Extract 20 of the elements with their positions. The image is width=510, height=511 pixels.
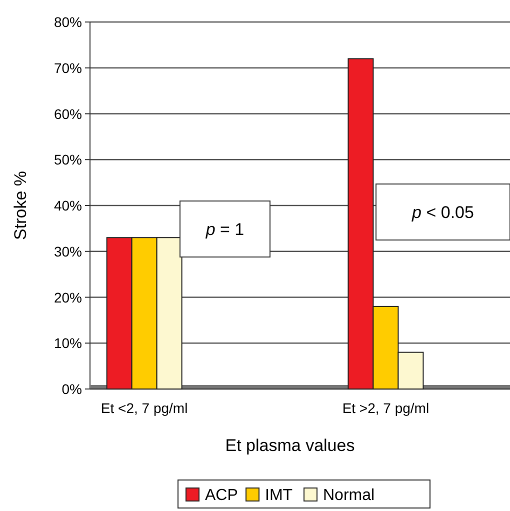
y-tick-label: 80% [54, 14, 82, 30]
x-axis-title: Et plasma values [225, 436, 355, 455]
note-box: p = 1 [180, 200, 270, 258]
y-tick-label: 60% [54, 106, 82, 122]
annotation: p = 1 [204, 220, 244, 239]
y-tick-label: 30% [54, 243, 82, 260]
legend-label: Normal [323, 487, 375, 504]
y-tick-label: 20% [54, 289, 82, 306]
y-tick-label: 70% [54, 60, 82, 76]
y-tick-label: 50% [54, 152, 82, 168]
x-tick-label: Et >2, 7 pg/ml [342, 400, 430, 416]
x-tick-label: Et <2, 7 pg/ml [100, 400, 188, 416]
note-box: p < 0.05 [376, 184, 510, 240]
y-tick-label: 40% [54, 198, 82, 214]
annotation: p < 0.05 [411, 203, 474, 222]
y-axis-title: Stroke % [11, 171, 30, 240]
legend-label: IMT [265, 487, 293, 504]
y-tick-label: 10% [54, 335, 82, 352]
y-tick-label: 0% [62, 381, 82, 397]
legend-label: ACP [205, 487, 238, 504]
